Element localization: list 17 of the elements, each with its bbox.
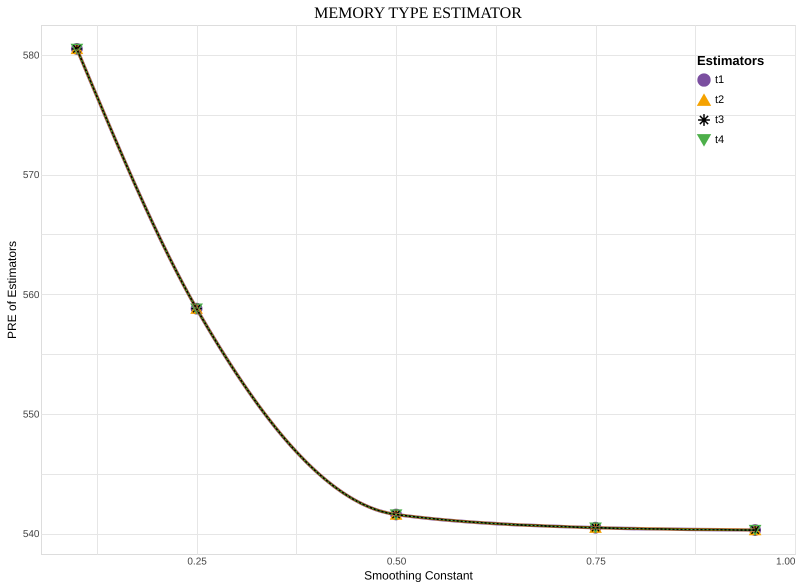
legend-title: Estimators [697,53,764,68]
x-tick-label: 0.25 [187,556,208,568]
y-tick-label: 580 [22,50,40,62]
legend-label: t2 [715,94,724,106]
y-axis-title: PRE of Estimators [4,240,19,340]
x-tick-label: 0.75 [586,556,606,568]
y-tick-label: 560 [22,290,40,301]
text: 1.00 [776,556,796,568]
text: 0.50 [386,556,406,568]
legend-label: t4 [715,134,724,146]
legend-label: t3 [715,114,724,126]
x-axis-title: Smoothing Constant [364,568,474,582]
y-tick-label: 550 [22,409,40,420]
y-tick-label: 540 [22,529,40,540]
chart-title: MEMORY TYPE ESTIMATOR [314,5,522,22]
legend-label: t1 [715,74,724,86]
y-tick-label: 570 [22,170,40,182]
